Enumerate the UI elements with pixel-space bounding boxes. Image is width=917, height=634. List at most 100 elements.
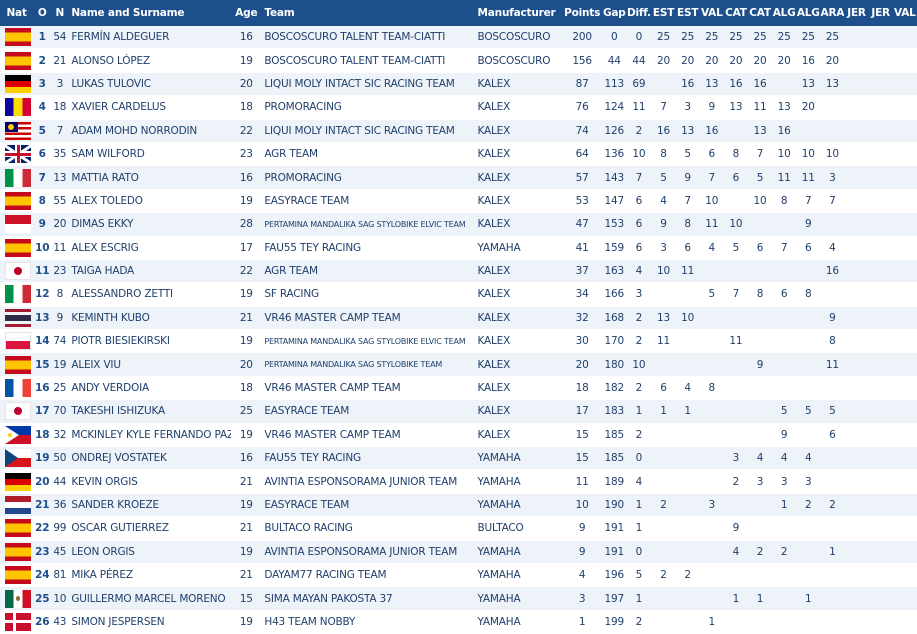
rider-name-cell[interactable]: MCKINLEY KYLE FERNANDO PAZ <box>68 423 232 448</box>
rider-name-cell[interactable]: ONDREJ VOSTATEK <box>68 446 232 471</box>
table-row[interactable]: 24 81 MIKA PÉREZ 21 DAYAM77 RACING TEAM YAMAH… <box>0 563 917 588</box>
team-cell[interactable]: BOSCOSCURO TALENT TEAM-CIATTI <box>261 48 475 73</box>
table-row[interactable]: 22 99 OSCAR GUTIERREZ 21 BULTACO RACING BULTA… <box>0 516 917 541</box>
table-row[interactable]: 21 36 SANDER KROEZE 19 EASYRACE TEAM YAMAHA 10… <box>0 493 917 518</box>
rider-name-cell[interactable]: GUILLERMO MARCEL MORENO <box>68 586 232 611</box>
table-row[interactable]: 4 18 XAVIER CARDELUS 18 PROMORACING KALEX 76 12… <box>0 95 917 120</box>
rider-name-cell[interactable]: FERMÍN ALDEGUER <box>68 26 232 50</box>
rider-name-cell[interactable]: ALEX TOLEDO <box>68 189 232 214</box>
table-row[interactable]: 8 55 ALEX TOLEDO 19 EASYRACE TEAM KALEX 53 147 6… <box>0 189 917 214</box>
table-row[interactable]: 16 25 ANDY VERDOIA 18 VR46 MASTER CAMP TEAM K… <box>0 376 917 401</box>
rider-name-cell[interactable]: ALESSANDRO ZETTI <box>68 282 232 307</box>
team-cell[interactable]: EASYRACE TEAM <box>261 493 475 518</box>
team-cell[interactable]: LIQUI MOLY INTACT SIC RACING TEAM <box>261 119 475 143</box>
rider-name-cell[interactable]: KEVIN ORGIS <box>68 469 232 494</box>
team-cell[interactable]: SF RACING <box>261 282 475 307</box>
rider-name-cell[interactable]: MIKA PÉREZ <box>68 563 232 588</box>
column-header-round-11[interactable]: VAL <box>892 0 917 26</box>
column-header-round-10[interactable]: JER <box>868 0 893 26</box>
rider-name-cell[interactable]: ADAM MOHD NORRODIN <box>68 119 232 143</box>
team-cell[interactable]: PERTAMINA MANDALIKA SAG STYLOBIKE ELVIC … <box>261 329 475 354</box>
table-row[interactable]: 13 9 KEMINTH KUBO 21 VR46 MASTER CAMP TEAM KA… <box>0 306 917 331</box>
team-cell[interactable]: BOSCOSCURO TALENT TEAM-CIATTI <box>261 26 475 50</box>
column-header-round-8[interactable]: ARA <box>820 0 845 26</box>
team-cell[interactable]: EASYRACE TEAM <box>261 189 475 214</box>
team-cell[interactable]: AVINTIA ESPONSORAMA JUNIOR TEAM <box>261 469 475 494</box>
team-cell[interactable]: PERTAMINA MANDALIKA SAG STYLOBIKE TEAM <box>261 352 475 377</box>
column-header-nat[interactable]: Nat <box>0 0 34 26</box>
column-header-round-3[interactable]: VAL <box>699 0 724 26</box>
rider-name-cell[interactable]: TAIGA HADA <box>68 259 232 284</box>
rider-name-cell[interactable]: PIOTR BIESIEKIRSKI <box>68 329 232 354</box>
table-row[interactable]: 6 35 SAM WILFORD 23 AGR TEAM KALEX 64 136 10 8 5 6 8… <box>0 142 917 167</box>
rider-name-cell[interactable]: KEMINTH KUBO <box>68 306 232 331</box>
column-header-team[interactable]: Team <box>261 0 475 26</box>
team-cell[interactable]: BULTACO RACING <box>261 516 475 541</box>
rider-name-cell[interactable]: MATTIA RATO <box>68 165 232 190</box>
team-cell[interactable]: PROMORACING <box>261 95 475 120</box>
column-header-round-7[interactable]: ALG <box>796 0 821 26</box>
rider-name-cell[interactable]: ANDY VERDOIA <box>68 376 232 401</box>
team-cell[interactable]: SIMA MAYAN PAKOSTA 37 <box>261 586 475 611</box>
team-cell[interactable]: PROMORACING <box>261 165 475 190</box>
column-header-round-2[interactable]: EST <box>675 0 700 26</box>
team-cell[interactable]: H43 TEAM NOBBY <box>261 610 475 634</box>
column-header-age[interactable]: Age <box>231 0 262 26</box>
table-row[interactable]: 17 70 TAKESHI ISHIZUKA 25 EASYRACE TEAM KALEX… <box>0 399 917 424</box>
table-row[interactable]: 11 23 TAIGA HADA 22 AGR TEAM KALEX 37 163 4 10 11 1… <box>0 259 917 284</box>
column-header-points[interactable]: Points <box>562 0 603 26</box>
table-row[interactable]: 5 7 ADAM MOHD NORRODIN 22 LIQUI MOLY INTACT … <box>0 119 917 143</box>
team-cell[interactable]: AVINTIA ESPONSORAMA JUNIOR TEAM <box>261 540 475 564</box>
column-header-round-5[interactable]: CAT <box>747 0 773 26</box>
column-header-name[interactable]: Name and Surname <box>68 0 232 26</box>
table-row[interactable]: 2 21 ALONSO LÓPEZ 19 BOSCOSCURO TALENT TEAM-… <box>0 48 917 73</box>
table-row[interactable]: 10 11 ALEX ESCRIG 17 FAU55 TEY RACING YAMAHA 4… <box>0 236 917 260</box>
table-row[interactable]: 1 54 FERMÍN ALDEGUER 16 BOSCOSCURO TALENT TE… <box>0 26 917 50</box>
rider-name-cell[interactable]: ALEX ESCRIG <box>68 236 232 260</box>
rider-name-cell[interactable]: XAVIER CARDELUS <box>68 95 232 120</box>
table-row[interactable]: 7 13 MATTIA RATO 16 PROMORACING KALEX 57 143 7 5 9… <box>0 165 917 190</box>
table-row[interactable]: 12 8 ALESSANDRO ZETTI 19 SF RACING KALEX 34 166… <box>0 282 917 307</box>
table-row[interactable]: 9 20 DIMAS EKKY 28 PERTAMINA MANDALIKA SAG S… <box>0 212 917 237</box>
table-row[interactable]: 18 32 MCKINLEY KYLE FERNANDO PAZ 19 VR46 MAS… <box>0 423 917 448</box>
rider-name-cell[interactable]: TAKESHI ISHIZUKA <box>68 399 232 424</box>
table-row[interactable]: 25 10 GUILLERMO MARCEL MORENO 15 SIMA MAYAN … <box>0 586 917 611</box>
table-row[interactable]: 3 3 LUKAS TULOVIC 20 LIQUI MOLY INTACT SIC R… <box>0 72 917 97</box>
table-row[interactable]: 26 43 SIMON JESPERSEN 19 H43 TEAM NOBBY YAMAH… <box>0 610 917 634</box>
team-cell[interactable]: VR46 MASTER CAMP TEAM <box>261 306 475 331</box>
team-cell[interactable]: LIQUI MOLY INTACT SIC RACING TEAM <box>261 72 475 97</box>
team-cell[interactable]: EASYRACE TEAM <box>261 399 475 424</box>
table-row[interactable]: 20 44 KEVIN ORGIS 21 AVINTIA ESPONSORAMA JUN… <box>0 469 917 494</box>
table-row[interactable]: 23 45 LEON ORGIS 19 AVINTIA ESPONSORAMA JUNI… <box>0 540 917 564</box>
table-row[interactable]: 15 19 ALEIX VIU 20 PERTAMINA MANDALIKA SAG S… <box>0 352 917 377</box>
team-cell[interactable]: FAU55 TEY RACING <box>261 236 475 260</box>
rider-name-cell[interactable]: LUKAS TULOVIC <box>68 72 232 97</box>
column-header-diff[interactable]: Diff. <box>626 0 652 26</box>
team-cell[interactable]: AGR TEAM <box>261 259 475 284</box>
team-cell[interactable]: VR46 MASTER CAMP TEAM <box>261 423 475 448</box>
team-cell[interactable]: PERTAMINA MANDALIKA SAG STYLOBIKE ELVIC … <box>261 212 475 237</box>
table-row[interactable]: 14 74 PIOTR BIESIEKIRSKI 19 PERTAMINA MANDAL… <box>0 329 917 354</box>
rider-name-cell[interactable]: ALEIX VIU <box>68 352 232 377</box>
rider-name-cell[interactable]: ALONSO LÓPEZ <box>68 48 232 73</box>
rider-name-cell[interactable]: SAM WILFORD <box>68 142 232 167</box>
column-header-n[interactable]: N <box>51 0 69 26</box>
column-header-round-4[interactable]: CAT <box>723 0 748 26</box>
team-cell[interactable]: DAYAM77 RACING TEAM <box>261 563 475 588</box>
rider-name-cell[interactable]: OSCAR GUTIERREZ <box>68 516 232 541</box>
rider-name-cell[interactable]: SIMON JESPERSEN <box>68 610 232 634</box>
column-header-gap[interactable]: Gap <box>602 0 627 26</box>
column-header-o[interactable]: O <box>33 0 52 26</box>
team-cell[interactable]: AGR TEAM <box>261 142 475 167</box>
column-header-round-6[interactable]: ALG <box>772 0 797 26</box>
rider-name-cell[interactable]: SANDER KROEZE <box>68 493 232 518</box>
column-header-round-1[interactable]: EST <box>651 0 676 26</box>
rider-name-cell[interactable]: LEON ORGIS <box>68 540 232 564</box>
column-header-manufacturer[interactable]: Manufacturer <box>474 0 562 26</box>
rider-name-cell[interactable]: DIMAS EKKY <box>68 212 232 237</box>
column-header-round-9[interactable]: JER <box>844 0 869 26</box>
team-cell[interactable]: VR46 MASTER CAMP TEAM <box>261 376 475 401</box>
round-points-cell <box>844 236 869 260</box>
team-cell[interactable]: FAU55 TEY RACING <box>261 446 475 471</box>
table-row[interactable]: 19 50 ONDREJ VOSTATEK 16 FAU55 TEY RACING YAM… <box>0 446 917 471</box>
